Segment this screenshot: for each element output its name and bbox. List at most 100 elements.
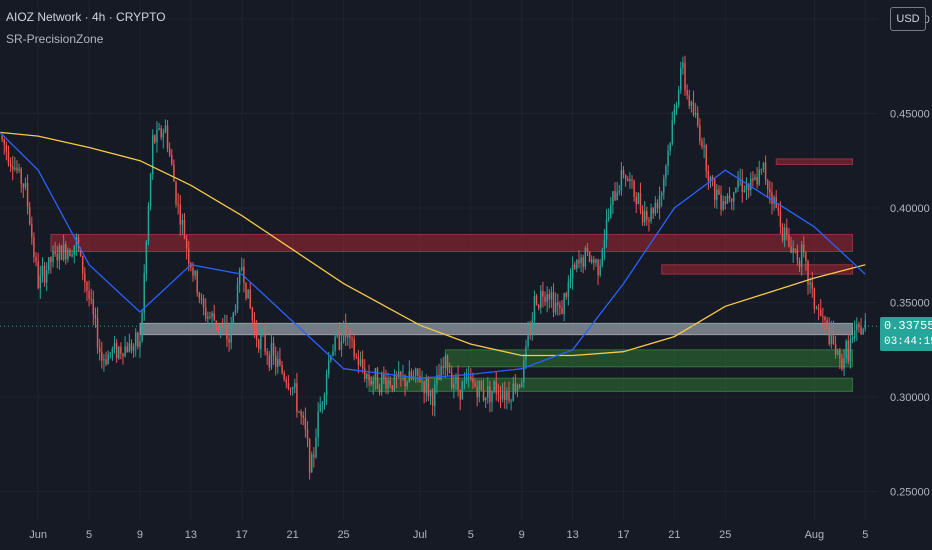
candle-body [504,392,506,401]
x-tick-label: 21 [668,529,680,541]
candle-body [122,353,124,357]
candle-body [213,313,215,321]
candle-body [805,252,807,262]
candle-body [234,310,237,313]
candle-body [682,62,684,69]
candle-body [84,273,86,283]
candle-body [779,210,782,228]
candle-body [378,389,381,393]
candle-body [168,148,171,155]
candle-body [50,257,52,263]
candle-body [851,338,854,340]
resistance-zone [775,158,854,166]
candle-body [196,271,198,293]
candle-body [73,245,75,255]
candle-body [308,439,311,473]
candle-body [251,307,254,321]
candle-body [171,154,173,165]
candle-body [96,318,99,348]
candle-body [294,383,296,388]
candle-body [18,168,20,171]
candle-body [88,290,90,299]
candle-body [204,307,207,319]
candle-body [709,176,712,181]
candle-body [279,358,281,366]
candle-body [694,112,697,115]
candle-body [516,385,519,392]
candle-body [597,259,599,276]
candle-body [160,127,162,138]
candle-body [243,267,245,283]
candle-body [306,429,309,440]
candle-body [434,384,436,406]
candle-body [22,183,25,188]
candle-body [372,380,374,385]
candle-body [291,387,294,389]
candle-body [283,373,285,380]
candle-body [470,376,472,379]
candle-body [181,220,184,225]
candle-body [465,377,468,381]
candle-body [65,244,67,260]
candle-body [188,248,190,264]
candle-body [285,379,288,383]
candle-body [728,195,731,199]
candle-body [677,90,680,105]
candle-body [692,101,695,115]
candle-body [573,264,576,269]
candle-body [828,325,830,344]
candle-body [247,289,249,299]
candle-body [482,390,485,401]
x-tick-label: 17 [617,529,629,541]
candle-body [86,282,88,291]
candle-body [588,251,591,262]
candle-body [537,305,540,308]
candle-body [62,244,65,260]
candle-body [397,371,400,378]
candle-body [603,239,606,250]
candle-body [635,196,637,205]
candle-body [296,383,298,412]
candle-body [834,344,837,355]
candle-body [113,342,116,350]
candle-body [385,378,387,389]
candle-body [164,125,167,133]
candle-body [527,332,529,347]
candle-body [323,394,326,403]
candle-body [35,257,37,262]
candle-body [699,125,701,142]
candle-body [151,135,154,175]
candle-body [26,182,29,208]
candle-body [533,296,536,321]
candle-body [232,312,235,324]
candle-body [383,372,385,379]
candle-body [39,275,42,288]
candle-body [179,204,182,225]
indicator-label[interactable]: SR-PrecisionZone [6,32,104,46]
currency-button[interactable]: USD [890,7,926,31]
candle-body [357,357,360,366]
candle-body [217,325,220,330]
candle-body [484,397,487,401]
candle-body [552,292,555,313]
candle-body [330,356,332,361]
candle-body [20,168,22,184]
symbol-title[interactable]: AIOZ Network · 4h · CRYPTO [6,10,166,24]
candle-body [618,190,621,193]
candle-body [98,347,101,352]
candle-body [637,193,640,205]
candle-body [81,256,84,274]
x-tick-label: 13 [566,529,578,541]
candle-body [822,316,824,318]
candle-body [650,208,652,222]
candle-body [690,101,693,106]
candle-body [105,359,107,365]
candle-body [610,204,612,218]
candle-body [302,415,305,418]
candle-body [654,203,657,214]
candle-body [648,219,650,222]
candle-body [77,237,80,249]
candle-body [194,271,196,276]
y-tick-label: 0.45000 [890,108,930,120]
